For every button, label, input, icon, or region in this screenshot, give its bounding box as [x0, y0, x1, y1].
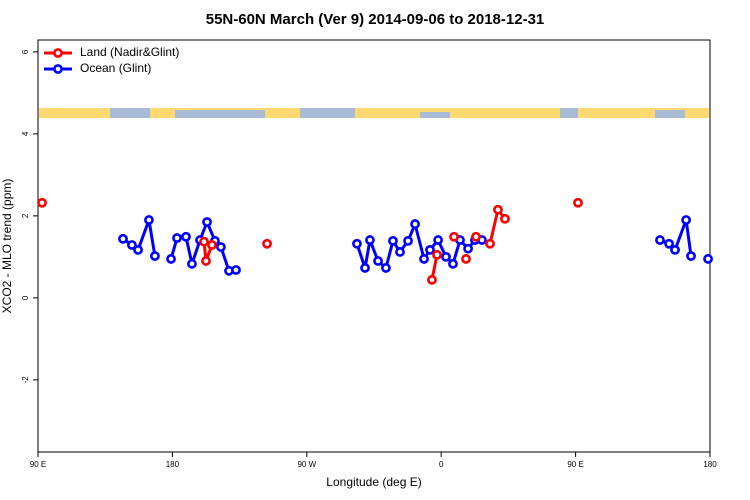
data-point — [133, 244, 143, 255]
data-point — [388, 235, 398, 246]
data-point — [381, 263, 391, 273]
data-point — [201, 256, 211, 266]
data-point — [681, 215, 692, 225]
data-point — [410, 219, 420, 229]
data-point — [703, 254, 713, 264]
legend-label: Land (Nadir&Glint) — [80, 45, 179, 59]
data-point — [670, 244, 680, 255]
data-point — [664, 238, 674, 249]
data-point — [485, 238, 495, 249]
data-point — [360, 263, 370, 273]
data-point — [463, 243, 473, 254]
y-tick-label: 4 — [21, 131, 30, 136]
chart-title: 55N-60N March (Ver 9) 2014-09-06 to 2018… — [206, 11, 545, 28]
legend-label: Ocean (Glint) — [80, 61, 151, 75]
map-strip — [39, 108, 709, 118]
data-point — [181, 231, 191, 242]
data-point — [262, 238, 272, 249]
legend-marker — [53, 48, 63, 58]
x-axis-label: Longitude (deg E) — [326, 475, 421, 489]
data-point — [207, 240, 217, 250]
x-tick-label: 180 — [166, 460, 180, 469]
data-point — [395, 247, 405, 257]
data-point — [216, 242, 226, 252]
y-tick-label: 6 — [21, 49, 30, 54]
data-point — [403, 235, 413, 246]
data-point — [231, 265, 241, 275]
x-tick-label: 90 W — [297, 460, 316, 469]
data-point — [199, 236, 209, 247]
data-point — [461, 254, 471, 264]
data-point — [419, 254, 429, 264]
data-point — [573, 197, 583, 208]
data-point — [37, 197, 47, 208]
data-point — [425, 244, 435, 255]
data-point — [172, 233, 182, 243]
data-point — [166, 254, 176, 264]
data-point — [118, 233, 128, 244]
data-point — [127, 240, 137, 250]
x-tick-label: 180 — [703, 460, 717, 469]
legend-marker — [53, 64, 63, 74]
data-point — [432, 249, 442, 260]
data-point — [187, 258, 197, 269]
x-tick-label: 0 — [439, 460, 444, 469]
data-point — [433, 235, 443, 245]
data-point — [365, 235, 375, 245]
data-point — [471, 231, 481, 242]
data-point — [352, 238, 362, 249]
x-tick-label: 90 E — [30, 460, 46, 469]
data-point — [373, 256, 383, 266]
data-point — [427, 274, 437, 285]
plot-frame — [37, 39, 711, 453]
y-axis-label: XCO2 - MLO trend (ppm) — [0, 179, 14, 314]
data-point — [448, 258, 458, 269]
data-point — [686, 251, 696, 261]
y-tick-label: 2 — [21, 213, 30, 218]
data-point — [441, 251, 451, 262]
data-point — [493, 204, 503, 215]
data-point — [449, 231, 459, 242]
data-point — [144, 215, 154, 225]
x-tick-label: 90 E — [567, 460, 583, 469]
data-point — [500, 213, 510, 224]
data-point — [655, 235, 665, 245]
y-tick-label: -2 — [21, 376, 30, 384]
y-tick-label: 0 — [21, 295, 30, 300]
data-point — [150, 251, 160, 261]
data-point — [202, 217, 212, 227]
